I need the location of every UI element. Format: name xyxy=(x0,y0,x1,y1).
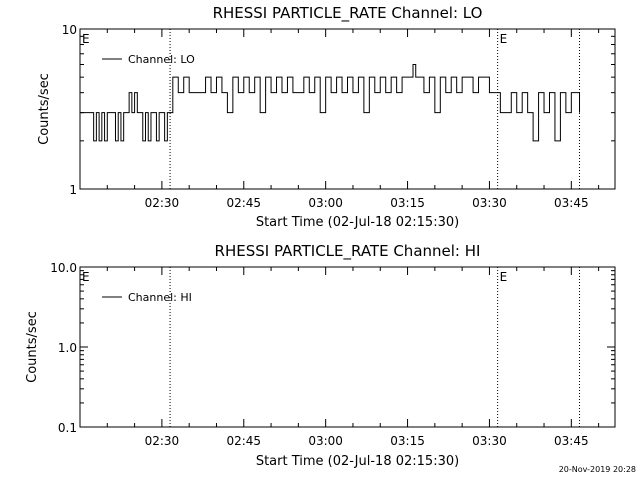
panel2-x-tick-label: 03:30 xyxy=(472,434,507,448)
panel1-chart-title: RHESSI PARTICLE_RATE Channel: LO xyxy=(213,4,483,23)
panel2-x-tick-label: 02:30 xyxy=(145,434,180,448)
panel1-y-tick-label: 1 xyxy=(69,183,77,197)
panel1-series-line xyxy=(80,63,581,142)
panel2-event-marker: E xyxy=(500,270,508,284)
panel2-legend-label: Channel: HI xyxy=(128,291,192,304)
panel2-chart-title: RHESSI PARTICLE_RATE Channel: HI xyxy=(215,242,481,261)
panel2-x-tick-label: 03:45 xyxy=(554,434,589,448)
panel2-y-tick-label: 0.1 xyxy=(58,421,77,435)
panel1-x-tick-label: 03:00 xyxy=(308,196,343,210)
panel2-x-tick-label: 03:15 xyxy=(390,434,425,448)
footer-timestamp: 20-Nov-2019 20:28 xyxy=(558,465,636,474)
panel2-x-tick-label: 02:45 xyxy=(226,434,261,448)
panel2-x-axis-label: Start Time (02-Jul-18 02:15:30) xyxy=(256,454,459,469)
panel1-plot-frame xyxy=(79,28,616,190)
panel1-y-axis-label: Counts/sec xyxy=(37,73,52,145)
panel2-y-tick-label: 10.0 xyxy=(50,261,77,275)
panel1-x-tick-label: 03:30 xyxy=(472,196,507,210)
panel1-x-tick-label: 02:45 xyxy=(226,196,261,210)
panel1-x-tick-label: 03:15 xyxy=(390,196,425,210)
panel2-y-axis-label: Counts/sec xyxy=(25,311,40,383)
panel1-x-tick-label: 02:30 xyxy=(145,196,180,210)
panel2-y-tick-label: 1.0 xyxy=(58,341,77,355)
panel1-event-marker: E xyxy=(500,32,508,46)
panel1-x-axis-label: Start Time (02-Jul-18 02:15:30) xyxy=(256,215,459,230)
panel1-legend-label: Channel: LO xyxy=(128,53,195,66)
panel1-y-tick-label: 10 xyxy=(62,23,77,37)
panel1-x-tick-label: 03:45 xyxy=(554,196,589,210)
panel2-event-marker: E xyxy=(82,270,90,284)
panel2-x-tick-label: 03:00 xyxy=(308,434,343,448)
panel1-event-marker: E xyxy=(82,32,90,46)
